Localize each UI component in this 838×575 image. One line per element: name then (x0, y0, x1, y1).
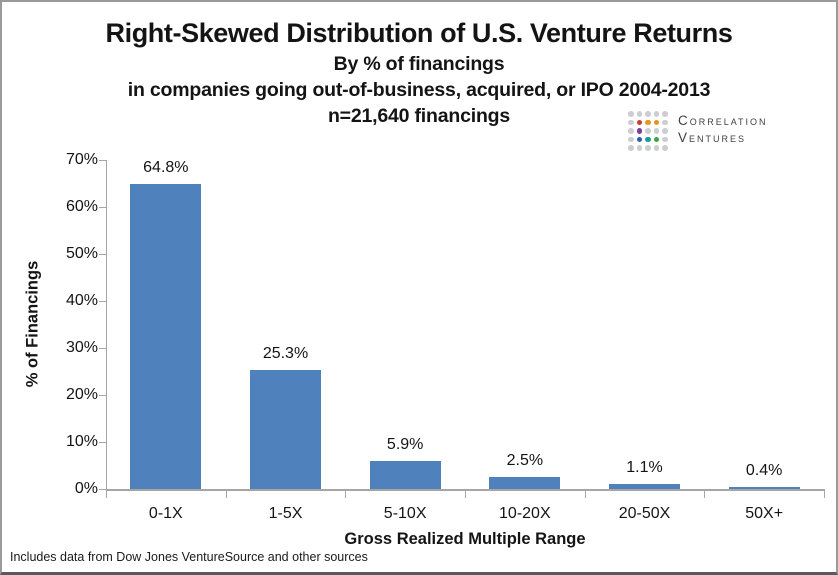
x-tick (225, 491, 227, 498)
y-tick (99, 395, 106, 396)
logo-dot (636, 144, 643, 151)
logo-dot (661, 119, 668, 126)
bar-value-label: 64.8% (143, 159, 189, 177)
correlation-ventures-logo: Correlation Ventures (627, 108, 768, 152)
bar (250, 370, 321, 489)
y-axis-line (106, 160, 107, 489)
logo-dot (661, 128, 668, 134)
x-tick-label: 10-20X (499, 505, 551, 522)
logo-dot (645, 144, 651, 151)
y-tick (99, 160, 106, 161)
y-tick-label: 50% (65, 245, 98, 262)
logo-dot (628, 136, 634, 143)
x-tick-label: 50X+ (745, 505, 784, 522)
x-tick (824, 491, 825, 498)
logo-dot (661, 144, 668, 151)
x-axis-title: Gross Realized Multiple Range (344, 530, 586, 548)
x-tick-label: 1-5X (268, 505, 303, 522)
logo-dot (661, 111, 668, 117)
logo-dot (645, 128, 651, 134)
logo-dot-grid-icon (627, 108, 669, 152)
logo-dot (653, 111, 660, 117)
logo-dot (653, 128, 660, 134)
y-tick (99, 442, 106, 443)
y-tick (99, 207, 106, 208)
x-tick (465, 491, 466, 498)
chart-title: Right-Skewed Distribution of U.S. Ventur… (105, 18, 733, 48)
y-tick-label: 60% (65, 198, 98, 215)
logo-dot (645, 111, 651, 117)
y-tick-label: 10% (65, 433, 98, 450)
logo-dot (636, 111, 643, 117)
chart-subtitle-line1: By % of financings (333, 53, 505, 75)
logo-dot (636, 136, 643, 143)
bar-value-label: 25.3% (262, 345, 309, 363)
bar-value-label: 5.9% (386, 436, 424, 454)
y-tick (99, 254, 106, 255)
logo-line2: Ventures (677, 130, 746, 145)
logo-dot (645, 119, 651, 126)
x-tick-label: 0-1X (148, 505, 183, 522)
bar-value-label: 2.5% (506, 452, 544, 470)
logo-dot (653, 144, 660, 151)
bar-value-label: 1.1% (626, 458, 663, 476)
bar (369, 461, 441, 489)
y-tick (99, 489, 106, 490)
y-tick (99, 301, 106, 302)
x-tick (345, 491, 347, 498)
bar (609, 483, 680, 489)
x-tick (704, 491, 706, 498)
y-tick-label: 70% (65, 151, 98, 168)
chart-subtitle-line2: in companies going out-of-business, acqu… (127, 79, 711, 101)
y-tick-label: 30% (65, 339, 98, 356)
x-tick-label: 5-10X (383, 505, 427, 522)
logo-wordmark: Correlation Ventures (678, 108, 768, 146)
logo-dot (628, 111, 634, 117)
y-tick-label: 0% (74, 480, 98, 497)
bar-value-label: 0.4% (745, 462, 783, 480)
logo-dot (628, 119, 634, 126)
bar (489, 477, 561, 489)
bar (130, 184, 202, 489)
logo-line1: Correlation (677, 113, 768, 128)
logo-dot (628, 144, 634, 151)
y-tick (99, 348, 106, 349)
source-note: Includes data from Dow Jones VentureSour… (10, 550, 368, 564)
logo-dot (636, 128, 643, 134)
logo-dot (636, 119, 643, 126)
y-tick-label: 20% (65, 386, 98, 403)
x-tick (584, 491, 586, 498)
x-tick (106, 491, 107, 498)
logo-dot (653, 119, 660, 126)
x-tick-label: 20-50X (618, 505, 671, 522)
logo-dot (645, 136, 651, 143)
y-tick-label: 40% (65, 292, 98, 309)
x-axis-line (106, 489, 825, 491)
chart-subtitle-line3: n=21,640 financings (327, 105, 511, 127)
logo-dot (661, 136, 668, 143)
logo-dot (628, 128, 634, 134)
logo-dot (653, 136, 660, 143)
bar (728, 487, 800, 489)
title-block: Right-Skewed Distribution of U.S. Ventur… (2, 15, 836, 129)
